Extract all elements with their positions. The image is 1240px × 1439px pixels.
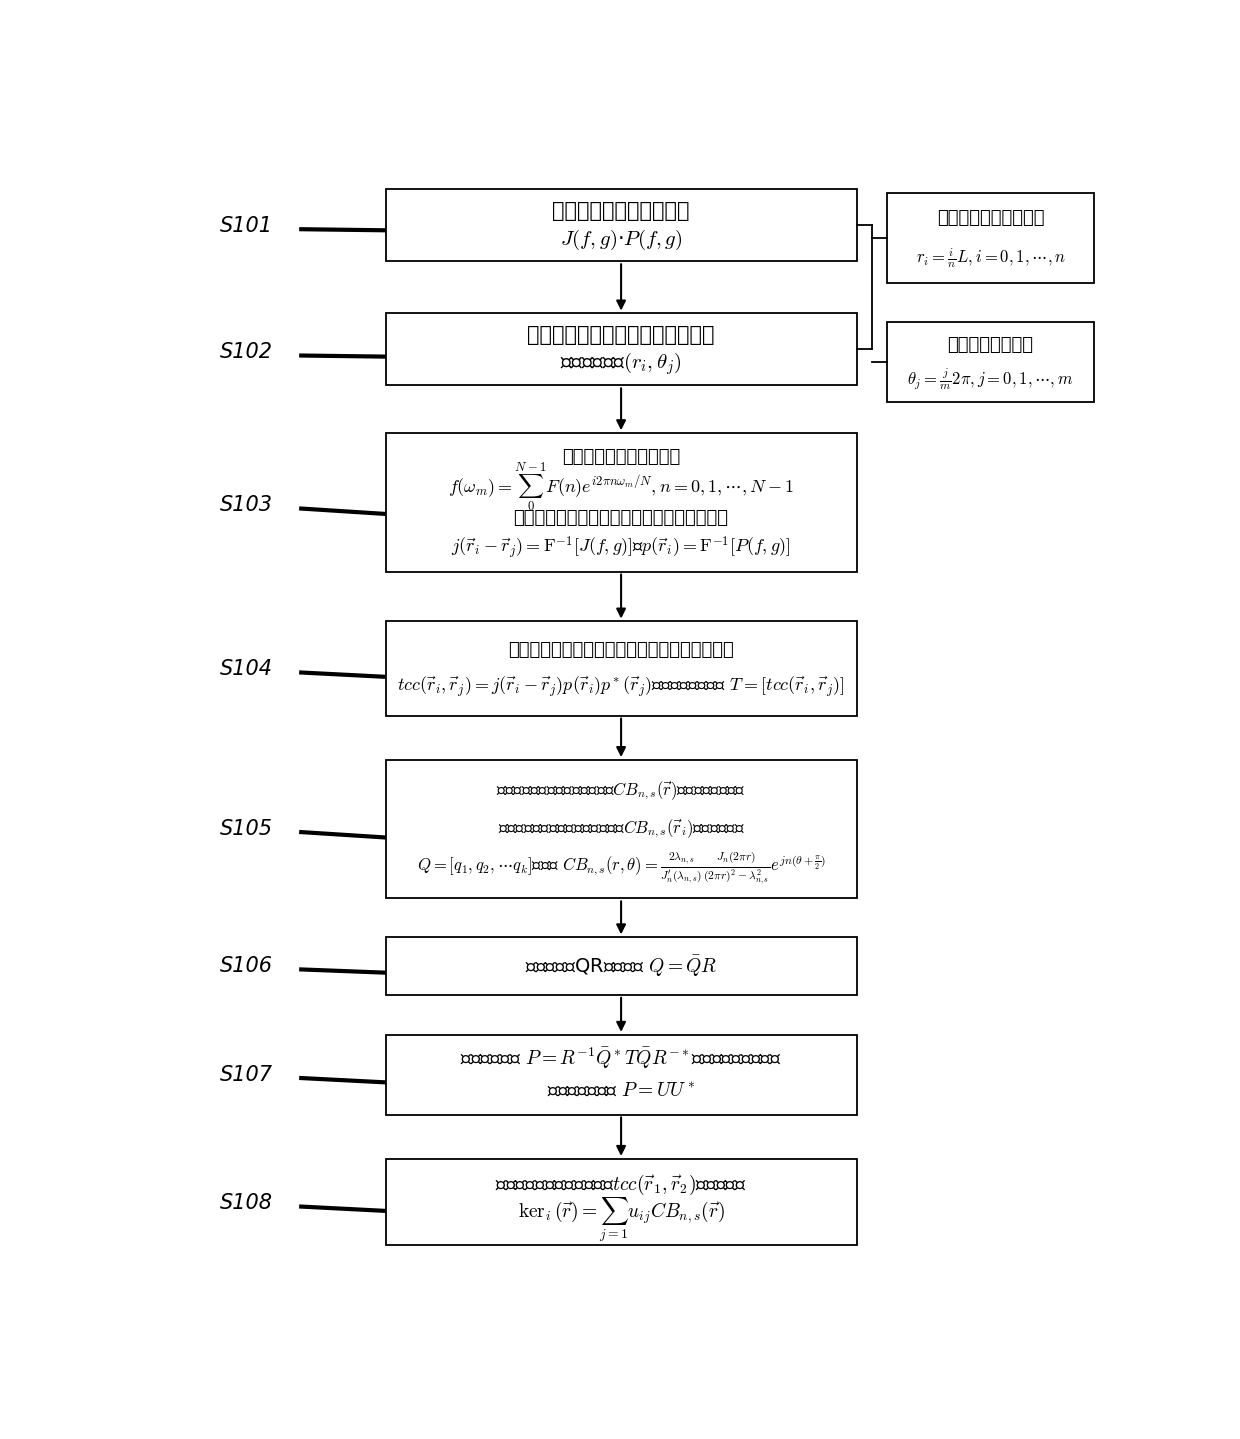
- Text: 对矩阵进行QR矩阵分解 $Q=\bar{Q}R$: 对矩阵进行QR矩阵分解 $Q=\bar{Q}R$: [525, 954, 718, 979]
- Text: 奇异值分解得到 $P=UU^*$: 奇异值分解得到 $P=UU^*$: [547, 1081, 696, 1099]
- Bar: [386, 937, 857, 994]
- Text: S103: S103: [219, 495, 273, 515]
- Text: $Q=[q_1,q_2,\cdots q_k]$，其中 $CB_{n,s}(r,\theta)=\frac{2\lambda_{n,s}}{J_n'(\lamb: $Q=[q_1,q_2,\cdots q_k]$，其中 $CB_{n,s}(r,…: [417, 849, 826, 886]
- Text: 在角向等间距采样: 在角向等间距采样: [947, 335, 1034, 354]
- Text: S105: S105: [219, 819, 273, 839]
- Bar: [386, 433, 857, 571]
- Text: 在相应极坐标采样位置上的函数值$CB_{n,s}(\vec{r}_i)$，并建立矩阵: 在相应极坐标采样位置上的函数值$CB_{n,s}(\vec{r}_i)$，并建立…: [497, 817, 744, 840]
- Bar: [386, 190, 857, 262]
- Text: $r_i=\frac{i}{n}L,i=0,1,\cdots,n$: $r_i=\frac{i}{n}L,i=0,1,\cdots,n$: [915, 246, 1065, 269]
- Text: $\ker_i(\vec{r})=\sum_{j=1}u_{ij}CB_{n,s}(\vec{r})$: $\ker_i(\vec{r})=\sum_{j=1}u_{ij}CB_{n,s…: [517, 1194, 724, 1243]
- Text: S107: S107: [219, 1065, 273, 1085]
- Bar: [386, 622, 857, 715]
- Text: 输入成像系统的光学参数: 输入成像系统的光学参数: [552, 201, 689, 222]
- Text: S102: S102: [219, 342, 273, 363]
- Bar: [386, 1035, 857, 1114]
- Bar: [386, 314, 857, 386]
- Text: S104: S104: [219, 659, 273, 679]
- Text: 采样点的坐标$(r_i, \theta_j)$: 采样点的坐标$(r_i, \theta_j)$: [560, 351, 682, 377]
- Text: $\theta_j=\frac{j}{m}2\pi,j=0,1,\cdots,m$: $\theta_j=\frac{j}{m}2\pi,j=0,1,\cdots,m…: [908, 367, 1074, 393]
- Text: S106: S106: [219, 955, 273, 976]
- Bar: [888, 322, 1094, 401]
- Text: 在径向方向等间距采样: 在径向方向等间距采样: [937, 209, 1044, 227]
- Text: S108: S108: [219, 1193, 273, 1213]
- Text: $J(f,g)$·$P(f,g)$: $J(f,g)$·$P(f,g)$: [559, 227, 682, 252]
- Text: $j(\vec{r}_i-\vec{r}_j)=\mathrm{F}^{-1}[J(f,g)]$，$p(\vec{r}_i)=\mathrm{F}^{-1}[P: $j(\vec{r}_i-\vec{r}_j)=\mathrm{F}^{-1}[…: [451, 535, 791, 561]
- Text: 在空间域上建立一组正交基函数$CB_{n,s}(\vec{r})$，计算正交基函数: 在空间域上建立一组正交基函数$CB_{n,s}(\vec{r})$，计算正交基函…: [496, 778, 745, 802]
- Text: S101: S101: [219, 216, 273, 236]
- Text: 通过非均匀傅里叶逆变换: 通过非均匀傅里叶逆变换: [562, 448, 681, 466]
- Text: 计算极坐标采样点对应空间域的交叉传递函数值: 计算极坐标采样点对应空间域的交叉传递函数值: [508, 640, 734, 659]
- Text: $f(\omega_m)=\sum_0^{N-1}F(n)e^{i2\pi n\omega_m/N},n=0,1,\cdots,N-1$: $f(\omega_m)=\sum_0^{N-1}F(n)e^{i2\pi n\…: [448, 460, 794, 514]
- Bar: [888, 193, 1094, 283]
- Bar: [386, 760, 857, 898]
- Text: 采用极坐标采样方法获得空间域上: 采用极坐标采样方法获得空间域上: [527, 325, 714, 345]
- Text: 获得空间域上交叉传递函数$tcc(\vec{r}_1,\vec{r}_2)$的核函数为: 获得空间域上交叉传递函数$tcc(\vec{r}_1,\vec{r}_2)$的核…: [495, 1173, 746, 1197]
- Text: $tcc(\vec{r}_i,\vec{r}_j)=j(\vec{r}_i-\vec{r}_j)p(\vec{r}_i)p^*(\vec{r}_j)$，并建立采: $tcc(\vec{r}_i,\vec{r}_j)=j(\vec{r}_i-\v…: [397, 675, 844, 699]
- Bar: [386, 1158, 857, 1245]
- Text: 计算采样点对应的光源互强度函数及光瞳函数: 计算采样点对应的光源互强度函数及光瞳函数: [513, 508, 729, 527]
- Text: 计算投影矩阵 $P=R^{-1}\bar{Q}^*T\bar{Q}R^{-*}$，并对投影矩阵进行: 计算投影矩阵 $P=R^{-1}\bar{Q}^*T\bar{Q}R^{-*}$…: [460, 1046, 782, 1071]
